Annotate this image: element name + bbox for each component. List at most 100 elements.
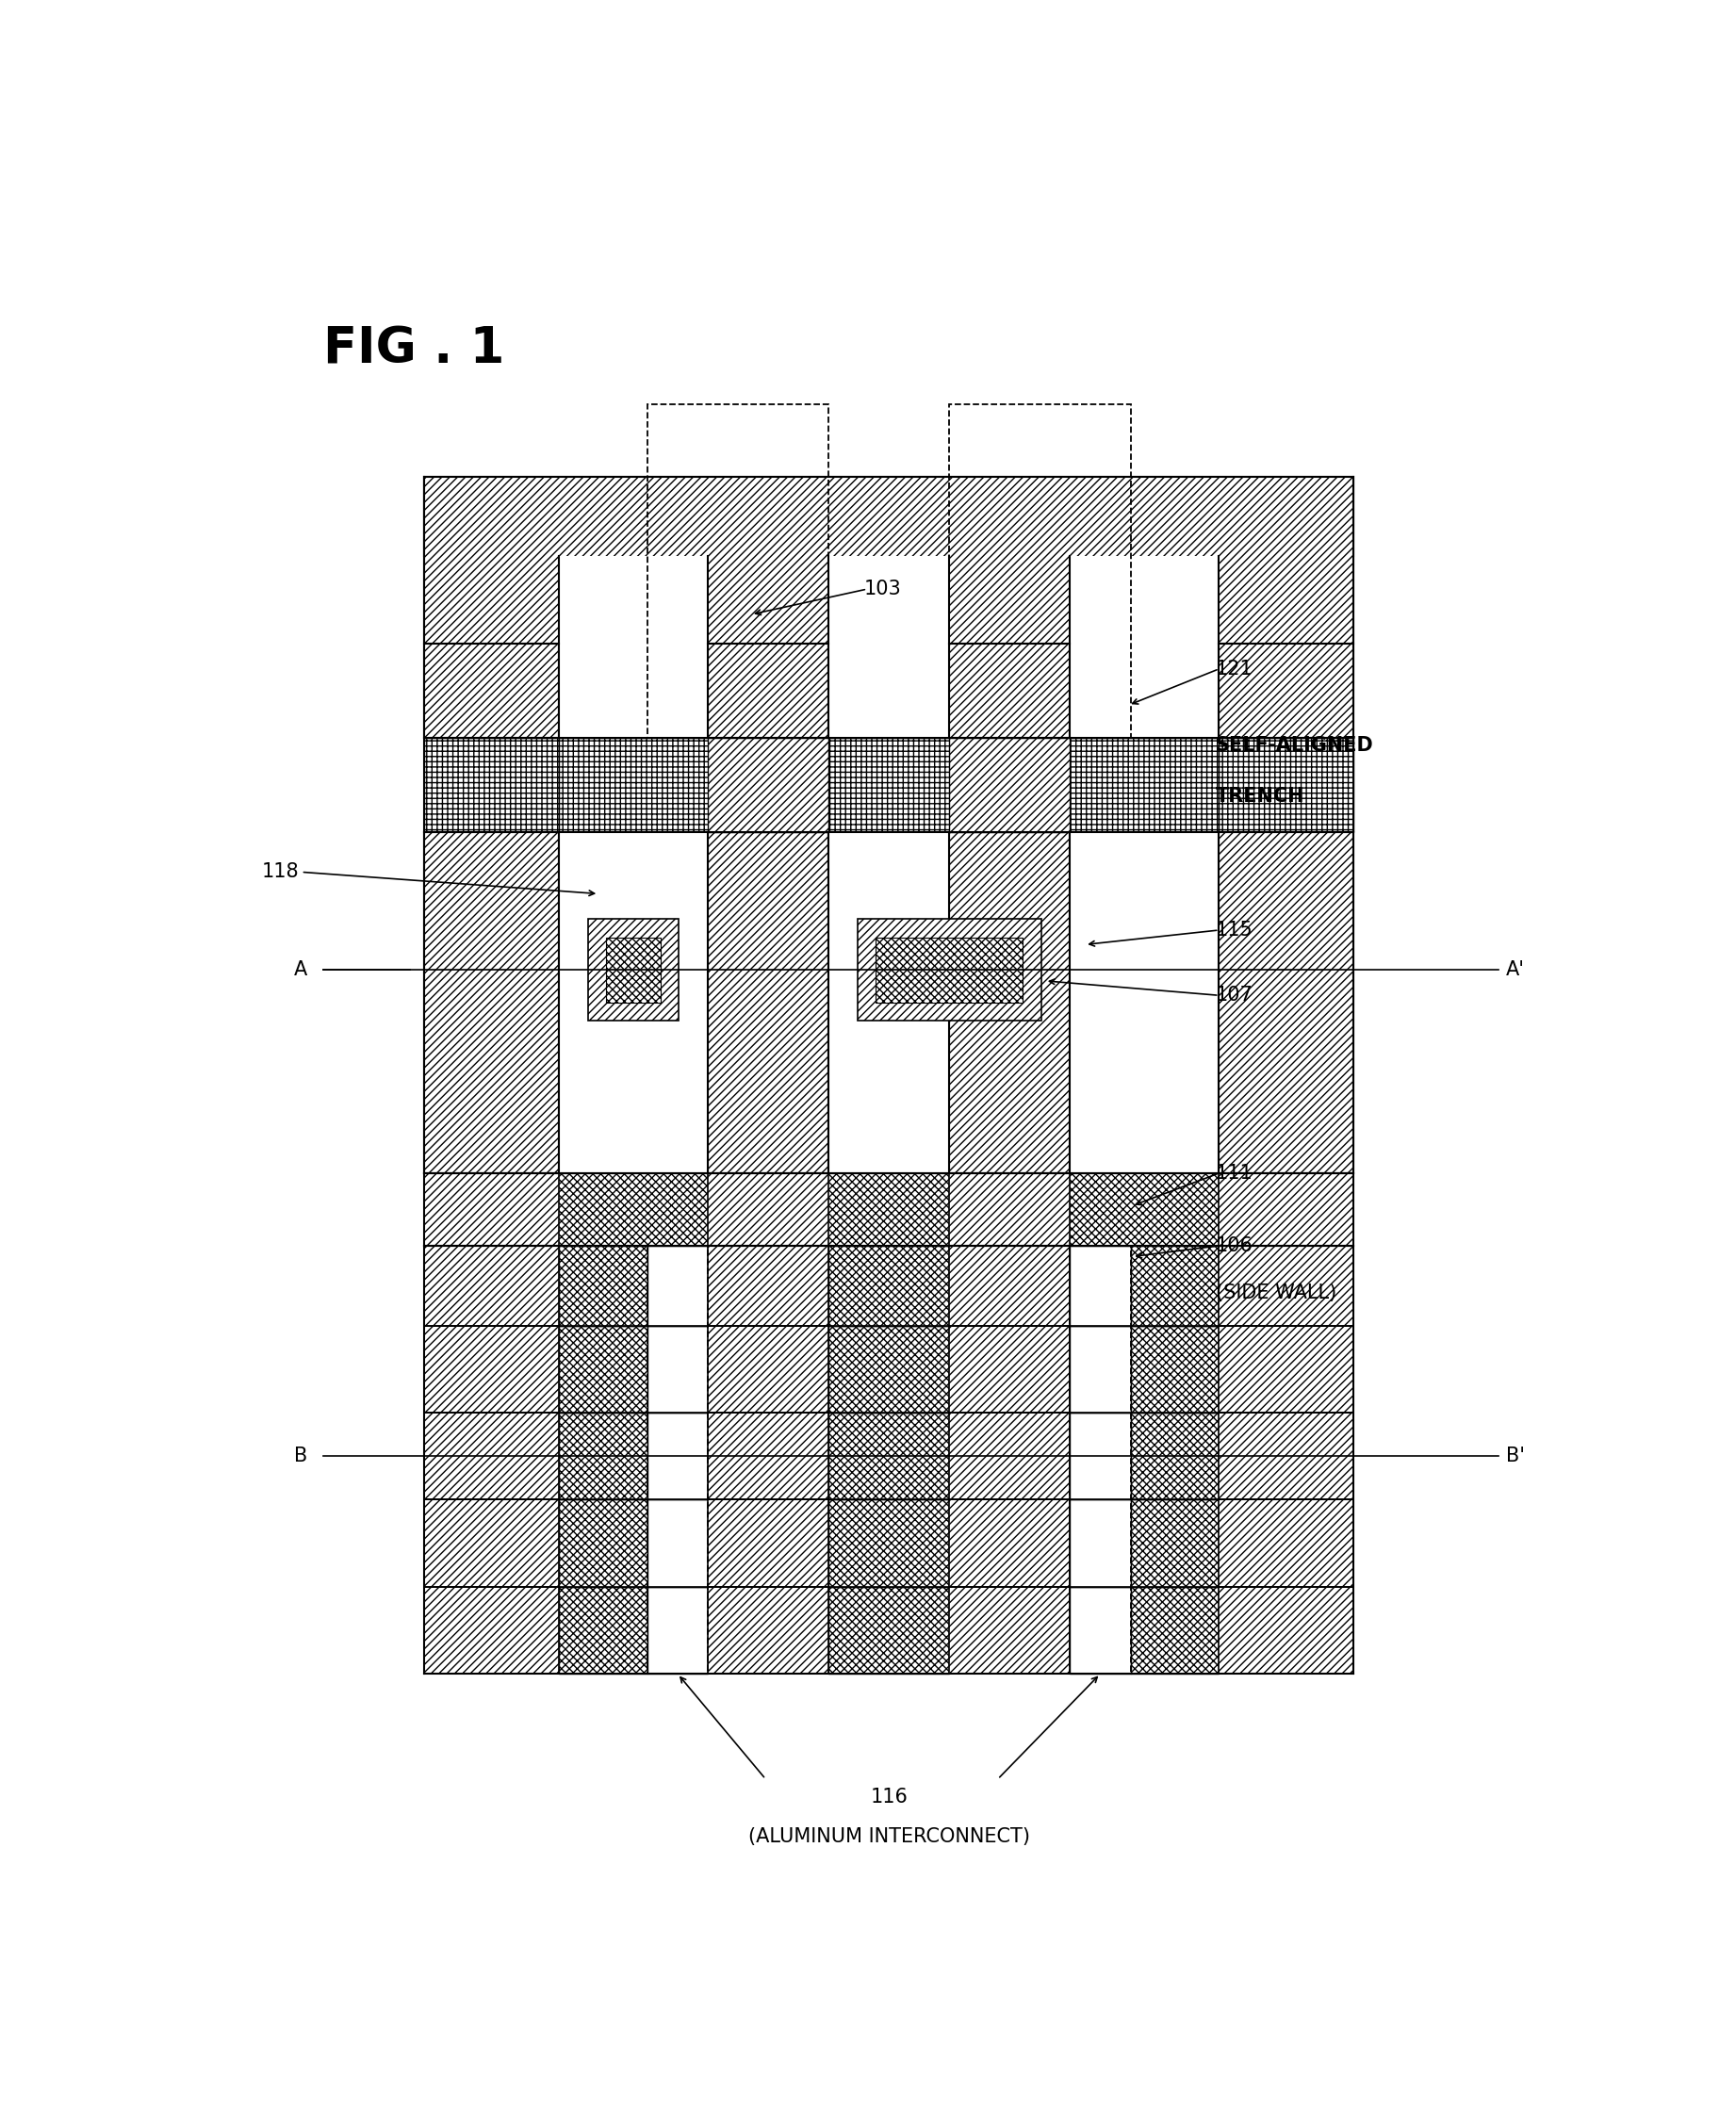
Bar: [606, 936, 661, 1002]
Bar: [648, 1586, 708, 1675]
Bar: [1219, 1499, 1354, 1586]
Bar: [648, 1246, 708, 1675]
Bar: [708, 1327, 828, 1413]
Text: (ALUMINUM INTERCONNECT): (ALUMINUM INTERCONNECT): [748, 1829, 1029, 1847]
Text: (SIDE WALL): (SIDE WALL): [1215, 1284, 1337, 1303]
Bar: [648, 1246, 708, 1327]
Bar: [950, 643, 1069, 738]
Bar: [648, 405, 828, 738]
Bar: [425, 1173, 559, 1246]
Bar: [559, 738, 1219, 833]
Bar: [875, 936, 1023, 1002]
Bar: [950, 1413, 1069, 1499]
Bar: [648, 1499, 708, 1586]
Bar: [425, 643, 559, 738]
Bar: [828, 1499, 950, 1586]
Bar: [1069, 833, 1219, 1173]
Bar: [1219, 1327, 1354, 1413]
Text: 111: 111: [1215, 1164, 1253, 1183]
Text: B': B': [1505, 1447, 1524, 1466]
Text: 121: 121: [1215, 660, 1253, 679]
Text: 118: 118: [260, 863, 299, 882]
Bar: [828, 1246, 950, 1327]
Bar: [648, 1413, 708, 1499]
Text: 107: 107: [1215, 987, 1253, 1004]
Bar: [425, 1586, 559, 1675]
Bar: [1069, 557, 1219, 643]
Bar: [425, 738, 559, 833]
Bar: [425, 1246, 559, 1327]
Bar: [950, 405, 1130, 738]
Text: 116: 116: [870, 1788, 908, 1807]
Bar: [828, 1327, 950, 1413]
Bar: [425, 477, 1354, 643]
Bar: [1219, 643, 1354, 738]
Bar: [708, 738, 828, 833]
Bar: [950, 1246, 1069, 1327]
Bar: [1069, 643, 1219, 738]
Bar: [950, 1586, 1069, 1675]
Bar: [425, 1499, 559, 1586]
Text: B: B: [293, 1447, 307, 1466]
Bar: [425, 833, 559, 1173]
Text: FIG . 1: FIG . 1: [323, 325, 503, 373]
Bar: [950, 1173, 1069, 1246]
Bar: [828, 1586, 950, 1675]
Bar: [1130, 1586, 1219, 1675]
Bar: [1130, 1499, 1219, 1586]
Bar: [1130, 1327, 1219, 1413]
Bar: [559, 643, 708, 738]
Bar: [559, 1413, 648, 1499]
Bar: [425, 477, 1354, 557]
Bar: [708, 1173, 828, 1246]
Bar: [858, 920, 1042, 1021]
Bar: [950, 833, 1069, 1173]
Bar: [648, 1327, 708, 1413]
Text: TRENCH: TRENCH: [1215, 787, 1304, 806]
Bar: [708, 1499, 828, 1586]
Bar: [708, 643, 828, 738]
Bar: [828, 1413, 950, 1499]
Bar: [708, 1246, 828, 1327]
Bar: [708, 1413, 828, 1499]
Bar: [1219, 1173, 1354, 1246]
Bar: [950, 1327, 1069, 1413]
Text: 115: 115: [1215, 922, 1253, 939]
Bar: [1219, 1413, 1354, 1499]
Bar: [828, 643, 950, 738]
Bar: [559, 833, 708, 1173]
Bar: [559, 1327, 648, 1413]
Bar: [1219, 833, 1354, 1173]
Bar: [1130, 1413, 1219, 1499]
Bar: [425, 1327, 559, 1413]
Bar: [828, 833, 950, 1173]
Bar: [1069, 1327, 1130, 1413]
Bar: [950, 738, 1069, 833]
Bar: [1069, 1246, 1130, 1675]
Bar: [828, 557, 950, 643]
Bar: [1219, 738, 1354, 833]
Text: 106: 106: [1215, 1236, 1253, 1255]
Bar: [559, 1246, 648, 1327]
Bar: [559, 557, 708, 643]
Bar: [425, 1413, 559, 1499]
Bar: [1069, 1499, 1130, 1586]
Bar: [708, 833, 828, 1173]
Bar: [708, 1586, 828, 1675]
Text: A: A: [293, 960, 307, 979]
Bar: [1219, 1246, 1354, 1327]
Bar: [1219, 1586, 1354, 1675]
Bar: [559, 1499, 648, 1586]
Bar: [1069, 1246, 1130, 1327]
Bar: [589, 920, 679, 1021]
Bar: [1130, 1246, 1219, 1327]
Bar: [425, 1173, 1354, 1246]
Bar: [1069, 1413, 1130, 1499]
Bar: [425, 477, 1354, 1675]
Bar: [950, 1499, 1069, 1586]
Text: SELF-ALIGNED: SELF-ALIGNED: [1215, 736, 1373, 755]
Text: 103: 103: [863, 580, 901, 599]
Text: A': A': [1505, 960, 1524, 979]
Bar: [559, 1586, 648, 1675]
Bar: [1069, 1586, 1130, 1675]
